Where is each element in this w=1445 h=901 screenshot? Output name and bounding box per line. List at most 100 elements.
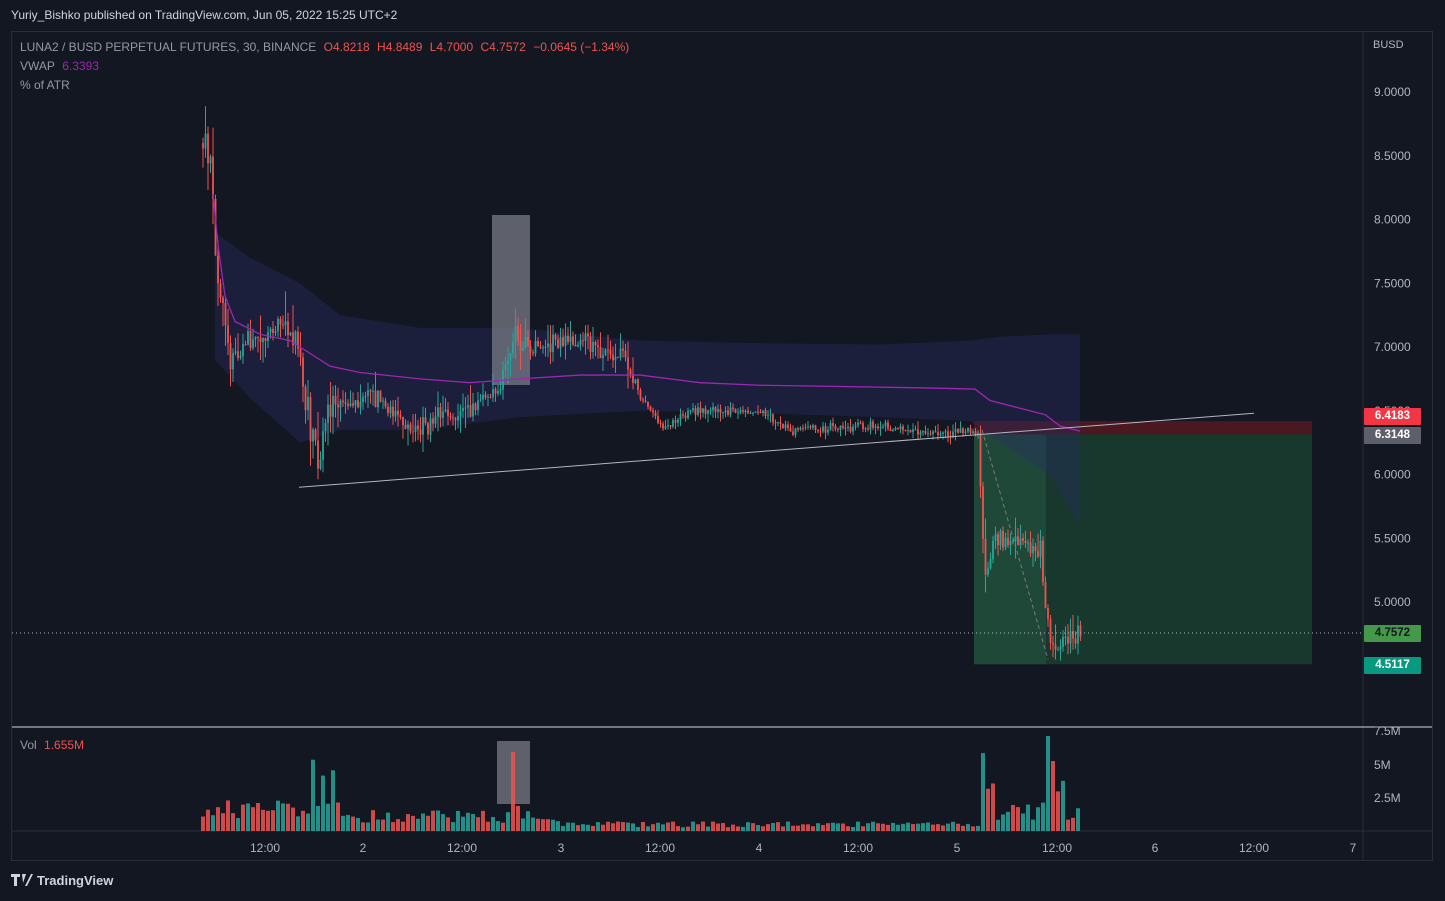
- candle-body: [334, 395, 337, 405]
- volume-bar: [676, 826, 680, 831]
- candle-body: [844, 427, 847, 429]
- candle-body: [669, 425, 672, 427]
- candle-body: [574, 344, 577, 347]
- candle-body: [789, 427, 792, 432]
- candle-body: [404, 425, 407, 429]
- volume-bar: [771, 822, 775, 831]
- ohlc-high: H4.8489: [377, 40, 423, 54]
- candle-body: [604, 349, 607, 355]
- candle-body: [754, 411, 757, 413]
- candle-body: [869, 421, 872, 430]
- volume-bar: [886, 824, 890, 831]
- candle-body: [744, 410, 747, 412]
- price-tick-label: 5.5000: [1374, 531, 1411, 545]
- volume-bar: [221, 813, 225, 831]
- candle-body: [884, 422, 887, 427]
- candle-body: [749, 413, 752, 415]
- ohlc-change: −0.0645 (−1.34%): [533, 40, 630, 54]
- volume-bar: [381, 819, 385, 831]
- candle-body: [564, 335, 567, 346]
- candle-body: [319, 459, 322, 469]
- candle-body: [857, 422, 859, 426]
- candle-body: [989, 559, 992, 569]
- candle-body: [269, 328, 272, 333]
- volume-bar: [896, 824, 900, 831]
- volume-bar: [1016, 807, 1020, 831]
- candle-body: [382, 400, 384, 402]
- candle-body: [819, 431, 822, 433]
- candle-body: [262, 337, 264, 343]
- candle-body: [899, 426, 902, 430]
- volume-bar: [311, 759, 315, 831]
- candle-body: [394, 410, 397, 417]
- candle-body: [529, 346, 532, 353]
- volume-bar: [491, 816, 495, 831]
- candle-body: [502, 369, 504, 390]
- price-tick-label: 9.0000: [1374, 85, 1411, 99]
- volume-bar: [566, 822, 570, 831]
- candle-body: [1047, 607, 1049, 620]
- candle-body: [849, 426, 852, 432]
- candle-body: [692, 408, 694, 411]
- candle-body: [489, 396, 492, 398]
- candle-body: [369, 390, 372, 392]
- candle-body: [917, 429, 919, 435]
- volume-bar: [1071, 817, 1075, 831]
- volume-bar: [841, 823, 845, 831]
- volume-bar: [276, 800, 280, 831]
- atr-legend[interactable]: % of ATR: [20, 78, 74, 92]
- candle-body: [824, 426, 827, 433]
- candle-body: [454, 418, 457, 421]
- volume-bar: [686, 826, 690, 831]
- candle-body: [342, 400, 344, 403]
- candle-body: [627, 357, 629, 370]
- candle-body: [632, 373, 634, 384]
- volume-bar: [286, 803, 290, 831]
- candle-body: [439, 407, 442, 418]
- volume-bar: [211, 815, 215, 831]
- top-bar: Yuriy_Bishko published on TradingView.co…: [0, 0, 1445, 32]
- footer-brand[interactable]: TradingView: [11, 873, 113, 888]
- candle-body: [287, 321, 289, 336]
- candle-body: [854, 425, 857, 428]
- time-tick-label: 2: [360, 841, 367, 855]
- volume-bar: [481, 810, 485, 831]
- candle-body: [397, 410, 399, 415]
- time-tick-label: 12:00: [250, 841, 280, 855]
- candle-body: [429, 418, 432, 435]
- candle-body: [587, 333, 589, 337]
- volume-bar: [846, 826, 850, 831]
- candle-body: [702, 408, 704, 413]
- candle-body: [777, 422, 779, 424]
- entry-price-tag: 6.3148: [1364, 427, 1421, 444]
- volume-tick-label: 2.5M: [1374, 791, 1401, 805]
- candle-body: [207, 133, 209, 164]
- candle-body: [862, 423, 864, 430]
- volume-legend[interactable]: Vol 1.655M: [20, 738, 88, 752]
- candle-body: [232, 352, 234, 370]
- volume-bar: [281, 803, 285, 831]
- candle-body: [959, 428, 962, 433]
- candle-body: [1039, 540, 1042, 557]
- volume-bar: [1051, 761, 1055, 831]
- candle-body: [517, 325, 519, 341]
- candle-body: [592, 341, 594, 352]
- price-tick-label: 7.5000: [1374, 276, 1411, 290]
- candle-body: [762, 410, 764, 413]
- candle-body: [384, 400, 387, 407]
- volume-bar: [351, 816, 355, 831]
- candle-body: [347, 403, 349, 406]
- volume-bar: [531, 817, 535, 831]
- candle-body: [984, 538, 987, 575]
- vwap-legend[interactable]: VWAP 6.3393: [20, 59, 103, 73]
- symbol-name[interactable]: LUNA2 / BUSD PERPETUAL FUTURES, 30, BINA…: [20, 40, 317, 54]
- candle-body: [414, 425, 417, 433]
- chart-frame: [11, 31, 1433, 861]
- currency-label: BUSD: [1373, 39, 1404, 51]
- candle-body: [597, 345, 599, 348]
- candle-body: [544, 346, 547, 348]
- volume-bar: [576, 825, 580, 831]
- candle-body: [389, 406, 392, 414]
- volume-bar: [231, 813, 235, 831]
